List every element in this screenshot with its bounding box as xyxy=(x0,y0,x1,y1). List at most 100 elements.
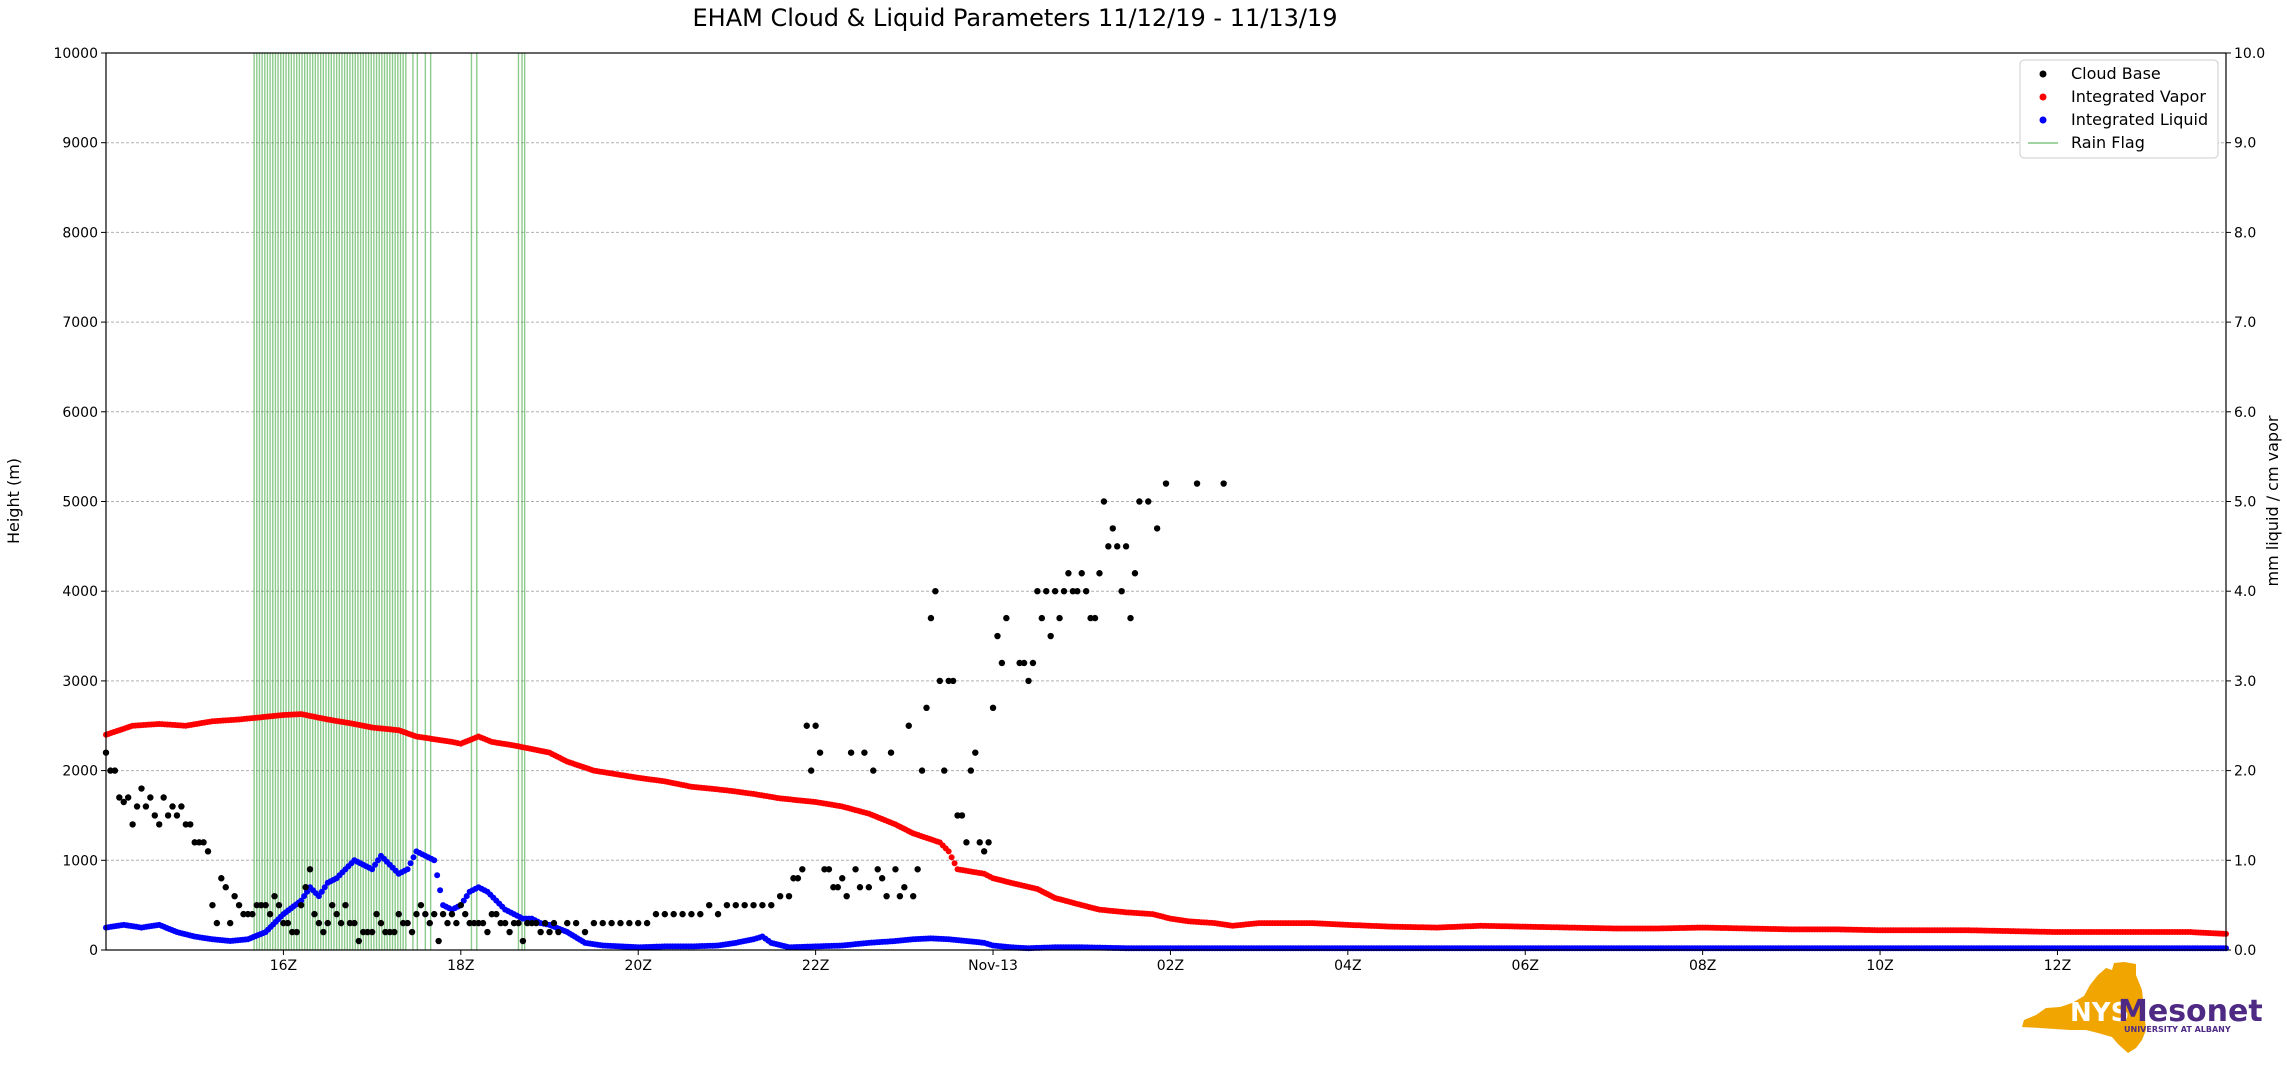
cloud-base-point xyxy=(856,884,864,891)
cloud-base-point xyxy=(816,749,824,756)
cloud-base-point xyxy=(705,901,713,909)
cloud-base-point xyxy=(1145,498,1152,505)
cloud-base-point xyxy=(976,839,983,846)
cloud-base-point xyxy=(1078,570,1085,577)
cloud-base-point xyxy=(462,910,469,918)
cloud-base-point xyxy=(825,866,833,873)
cloud-base-point xyxy=(253,901,260,909)
y-tick-label: 0 xyxy=(89,943,98,959)
cloud-base-point xyxy=(187,821,194,828)
cloud-base-point xyxy=(852,866,859,873)
y-tick-label: 5000 xyxy=(62,495,98,511)
cloud-base-point xyxy=(147,794,154,801)
cloud-base-point xyxy=(377,919,385,927)
cloud-base-point xyxy=(768,901,775,909)
liquid-point xyxy=(410,854,417,861)
cloud-base-point xyxy=(160,794,167,801)
cloud-base-point xyxy=(989,704,997,712)
cloud-base-point xyxy=(865,884,873,891)
cloud-base-point xyxy=(564,919,571,927)
cloud-base-point xyxy=(954,812,961,819)
x-tick-label: 02Z xyxy=(1157,958,1184,974)
cloud-base-point xyxy=(364,928,371,936)
logo-subtitle: UNIVERSITY AT ALBANY xyxy=(2124,1025,2231,1034)
liquid-point xyxy=(298,897,305,904)
cloud-base-point xyxy=(457,901,465,909)
cloud-base-point xyxy=(173,812,181,819)
liquid-point xyxy=(315,893,322,900)
cloud-base-point xyxy=(643,919,651,927)
cloud-base-point xyxy=(444,919,451,927)
cloud-base-point xyxy=(271,892,278,900)
cloud-base-point xyxy=(169,803,176,810)
liquid-point xyxy=(404,866,411,873)
cloud-base-point xyxy=(572,919,580,927)
cloud-base-point xyxy=(297,901,305,909)
y-axis-right: 0.0 1.0 2.0 3.0 4.0 5.0 6.0 7.0 8.0 9.0 10.0 xyxy=(2226,46,2265,959)
cloud-base-point xyxy=(963,839,970,846)
cloud-base-series xyxy=(102,480,1227,945)
cloud-base-point xyxy=(878,875,886,882)
cloud-base-point xyxy=(391,928,398,936)
cloud-base-point xyxy=(280,919,287,927)
cloud-base-point xyxy=(262,901,269,909)
cloud-base-point xyxy=(448,910,456,918)
cloud-base-point xyxy=(626,919,633,927)
cloud-base-point xyxy=(732,901,739,909)
cloud-base-point xyxy=(399,919,407,927)
cloud-base-point xyxy=(213,919,221,927)
liquid-point xyxy=(318,888,325,895)
liquid-point xyxy=(369,866,376,873)
legend-label: Rain Flag xyxy=(2071,133,2145,152)
cloud-base-point xyxy=(506,928,513,936)
cloud-base-point xyxy=(156,821,163,828)
cloud-base-point xyxy=(519,937,527,945)
cloud-base-point xyxy=(306,866,314,873)
cloud-base-point xyxy=(1051,588,1059,595)
y-tick-label: 9000 xyxy=(62,136,98,152)
y2-tick-label: 1.0 xyxy=(2234,853,2256,869)
cloud-base-point xyxy=(790,875,797,882)
cloud-base-point xyxy=(1105,543,1112,550)
cloud-base-point xyxy=(812,722,819,729)
cloud-base-point xyxy=(1096,570,1103,577)
cloud-base-point xyxy=(453,919,460,927)
y2-axis-label: mm liquid / cm vapor xyxy=(2263,415,2282,586)
cloud-base-point xyxy=(1025,677,1032,685)
nys-mesonet-logo: NYS Mesonet UNIVERSITY AT ALBANY xyxy=(2022,962,2263,1053)
liquid-point xyxy=(372,861,379,868)
rain-flag-lines xyxy=(253,53,526,950)
cloud-base-point xyxy=(1153,525,1161,532)
liquid-point xyxy=(321,884,328,891)
cloud-base-point xyxy=(320,928,327,936)
liquid-point xyxy=(301,893,308,900)
cloud-base-point xyxy=(249,910,256,918)
cloud-base-point xyxy=(302,884,309,891)
cloud-base-point xyxy=(599,919,606,927)
cloud-base-point xyxy=(466,919,473,927)
cloud-base-point xyxy=(475,919,482,927)
cloud-base-point xyxy=(293,928,300,936)
cloud-base-point xyxy=(337,919,345,927)
cloud-base-point xyxy=(1193,480,1201,487)
cloud-base-point xyxy=(537,928,544,936)
legend: Cloud Base Integrated Vapor Integrated Liq… xyxy=(2019,59,2219,159)
y-tick-label: 8000 xyxy=(62,225,98,241)
cloud-base-point xyxy=(847,749,855,756)
x-tick-label: 20Z xyxy=(625,958,652,974)
cloud-base-point xyxy=(807,767,815,774)
y-axis-label: Height (m) xyxy=(4,458,23,544)
y2-tick-label: 4.0 xyxy=(2234,584,2256,600)
cloud-base-point xyxy=(178,803,185,810)
cloud-base-point xyxy=(1016,659,1023,667)
cloud-base-point xyxy=(1074,588,1081,595)
x-tick-label: 10Z xyxy=(1866,958,1893,974)
cloud-base-point xyxy=(936,677,944,685)
cloud-base-point xyxy=(138,785,145,792)
cloud-base-point xyxy=(240,910,247,918)
cloud-base-point xyxy=(945,677,952,685)
x-date-tick-label: Nov-13 xyxy=(968,958,1018,974)
cloud-base-point xyxy=(528,919,535,927)
cloud-base-point xyxy=(874,866,881,873)
